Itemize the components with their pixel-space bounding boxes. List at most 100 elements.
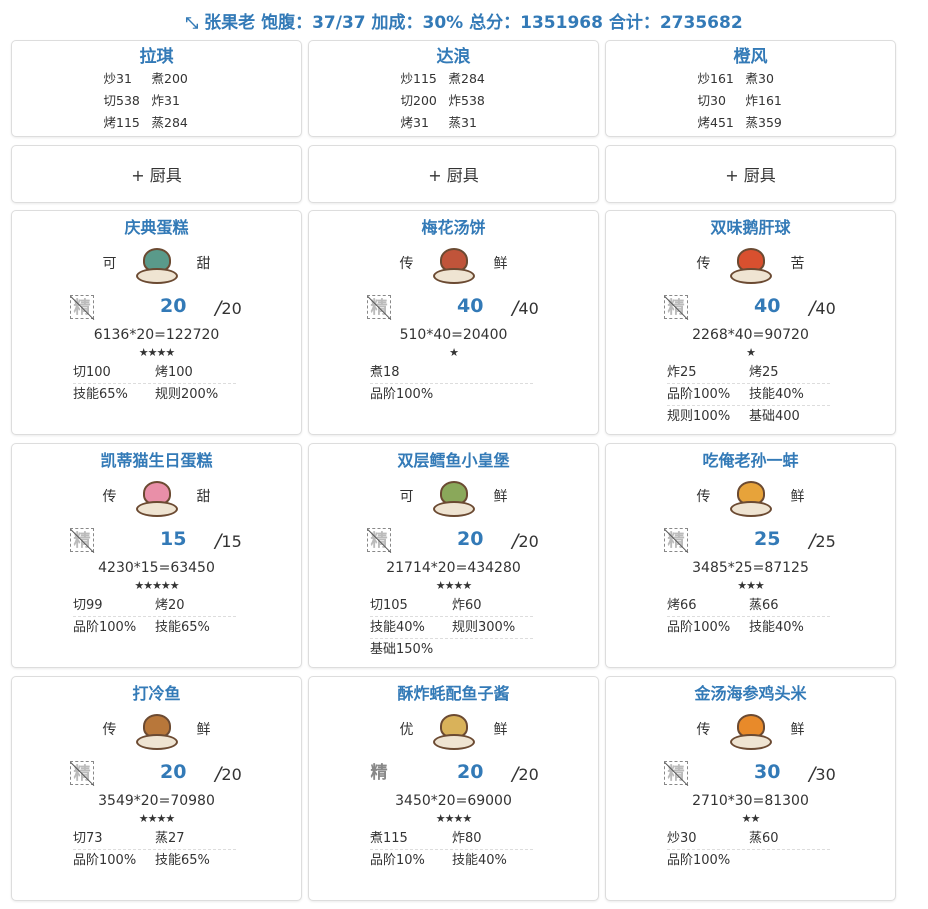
recipe-card[interactable]: 梅花汤饼 传 鲜 精 40 /40 510*40=20400 ★ 煮18 品阶10… [308,210,599,435]
quantity-value[interactable]: 40 [457,295,484,317]
score-formula: 4230*15=63450 [98,560,215,576]
recipe-card[interactable]: 打冷鱼 传 鲜 精 20 /20 3549*20=70980 ★★★★ 切73 蒸… [11,676,302,901]
chef-name: 橙风 [733,47,768,67]
add-equipment-button[interactable]: + 厨具 [308,145,599,203]
recipe-card[interactable]: 双层鳕鱼小皇堡 可 鲜 精 20 /20 21714*20=434280 ★★★… [308,443,599,668]
rarity-label: 传 [696,722,711,738]
attribute: 基础400 [749,409,800,424]
summary-text: 张果老 饱腹：37/37 加成：30% 总分：1351968 合计：273568… [204,13,743,33]
rarity-label: 可 [399,489,414,505]
attribute: 炸80 [452,831,482,846]
recipe-name: 酥炸蚝配鱼子酱 [397,684,510,703]
star-rating: ★★★★ [138,812,175,825]
quality-icon: 精 [664,295,688,319]
attribute: 技能40% [749,387,804,402]
recipe-image [133,706,181,752]
compress-icon[interactable]: ⤡ [185,13,199,32]
attribute-list: 煮115 炸80 品阶10% 技能40% [370,828,533,871]
chef-stat: 炸161 [745,93,782,108]
taste-label: 甜 [196,256,211,272]
star-rating: ★★ [741,812,761,825]
quality-icon: 精 [367,528,391,552]
max-quantity: /25 [809,530,836,552]
max-quantity: /20 [215,763,242,785]
quantity-value[interactable]: 25 [754,528,781,550]
rarity-label: 传 [696,256,711,272]
add-equipment-button[interactable]: + 厨具 [11,145,302,203]
recipe-card[interactable]: 庆典蛋糕 可 甜 精 20 /20 6136*20=122720 ★★★★ 切1… [11,210,302,435]
attribute: 切73 [73,831,103,846]
attribute-list: 切99 烤20 品阶100% 技能65% [73,595,236,638]
star-rating: ★★★★ [138,346,175,359]
max-quantity: /30 [809,763,836,785]
recipe-name: 打冷鱼 [132,684,181,703]
max-quantity: /40 [809,297,836,319]
chef-card[interactable]: 拉琪 炒31 煮200 切538 炸31 烤115 蒸284 [11,40,302,137]
quantity-value[interactable]: 20 [160,295,187,317]
attribute: 炒30 [667,831,697,846]
taste-label: 鲜 [196,722,211,738]
score-formula: 3450*20=69000 [395,793,512,809]
attribute-list: 切73 蒸27 品阶100% 技能65% [73,828,236,871]
quantity-value[interactable]: 40 [754,295,781,317]
rarity-label: 传 [102,489,117,505]
taste-label: 鲜 [790,722,805,738]
attribute: 烤20 [155,598,185,613]
score-formula: 2268*40=90720 [692,327,809,343]
attribute: 煮18 [370,365,400,380]
attribute: 品阶100% [667,387,731,402]
chef-name: 拉琪 [139,47,174,67]
attribute: 炸60 [452,598,482,613]
quantity-value[interactable]: 30 [754,761,781,783]
quantity-value[interactable]: 15 [160,528,187,550]
score-formula: 6136*20=122720 [93,327,220,343]
star-rating: ★★★ [737,579,765,592]
chef-stat: 切200 [400,93,437,108]
rarity-label: 传 [102,722,117,738]
recipe-image [430,706,478,752]
chef-stat: 切30 [697,93,726,108]
summary-header: ⤡ 张果老 饱腹：37/37 加成：30% 总分：1351968 合计：27356… [0,8,928,33]
recipe-card[interactable]: 金汤海参鸡头米 传 鲜 精 30 /30 2710*30=81300 ★★ 炒3… [605,676,896,901]
recipe-image [430,473,478,519]
attribute: 蒸60 [749,831,779,846]
attribute: 技能40% [749,620,804,635]
score-formula: 3485*25=87125 [692,560,809,576]
attribute: 技能65% [155,620,210,635]
attribute-list: 炒30 蒸60 品阶100% [667,828,830,871]
chef-stat: 切538 [103,93,140,108]
attribute [452,384,533,405]
quality-icon: 精 [367,295,391,319]
rarity-label: 传 [696,489,711,505]
chef-card[interactable]: 达浪 炒115 煮284 切200 炸538 烤31 蒸31 [308,40,599,137]
attribute: 品阶10% [370,853,425,868]
chef-stat: 炸31 [151,93,180,108]
attribute: 切100 [73,365,111,380]
attribute: 蒸66 [749,598,779,613]
chef-stat: 炒115 [400,71,437,86]
attribute: 品阶100% [667,620,731,635]
attribute: 烤66 [667,598,697,613]
quantity-value[interactable]: 20 [457,761,484,783]
recipe-card[interactable]: 酥炸蚝配鱼子酱 优 鲜 精 20 /20 3450*20=69000 ★★★★ … [308,676,599,901]
max-quantity: /20 [512,530,539,552]
chef-stat: 炸538 [448,93,485,108]
chef-stat: 烤115 [103,115,140,130]
attribute: 煮115 [370,831,408,846]
attribute: 品阶100% [73,620,137,635]
recipe-image [727,706,775,752]
chef-card[interactable]: 橙风 炒161 煮30 切30 炸161 烤451 蒸359 [605,40,896,137]
attribute: 蒸27 [155,831,185,846]
attribute [749,850,830,871]
recipe-card[interactable]: 凯蒂猫生日蛋糕 传 甜 精 15 /15 4230*15=63450 ★★★★★… [11,443,302,668]
taste-label: 甜 [196,489,211,505]
attribute: 技能65% [155,853,210,868]
recipe-image [133,473,181,519]
recipe-card[interactable]: 双味鹅肝球 传 苦 精 40 /40 2268*40=90720 ★ 炸25 烤2… [605,210,896,435]
chef-stat: 蒸284 [151,115,188,130]
quantity-value[interactable]: 20 [160,761,187,783]
attribute [452,639,533,660]
add-equipment-button[interactable]: + 厨具 [605,145,896,203]
quantity-value[interactable]: 20 [457,528,484,550]
recipe-card[interactable]: 吃俺老孙一蚌 传 鲜 精 25 /25 3485*25=87125 ★★★ 烤6… [605,443,896,668]
